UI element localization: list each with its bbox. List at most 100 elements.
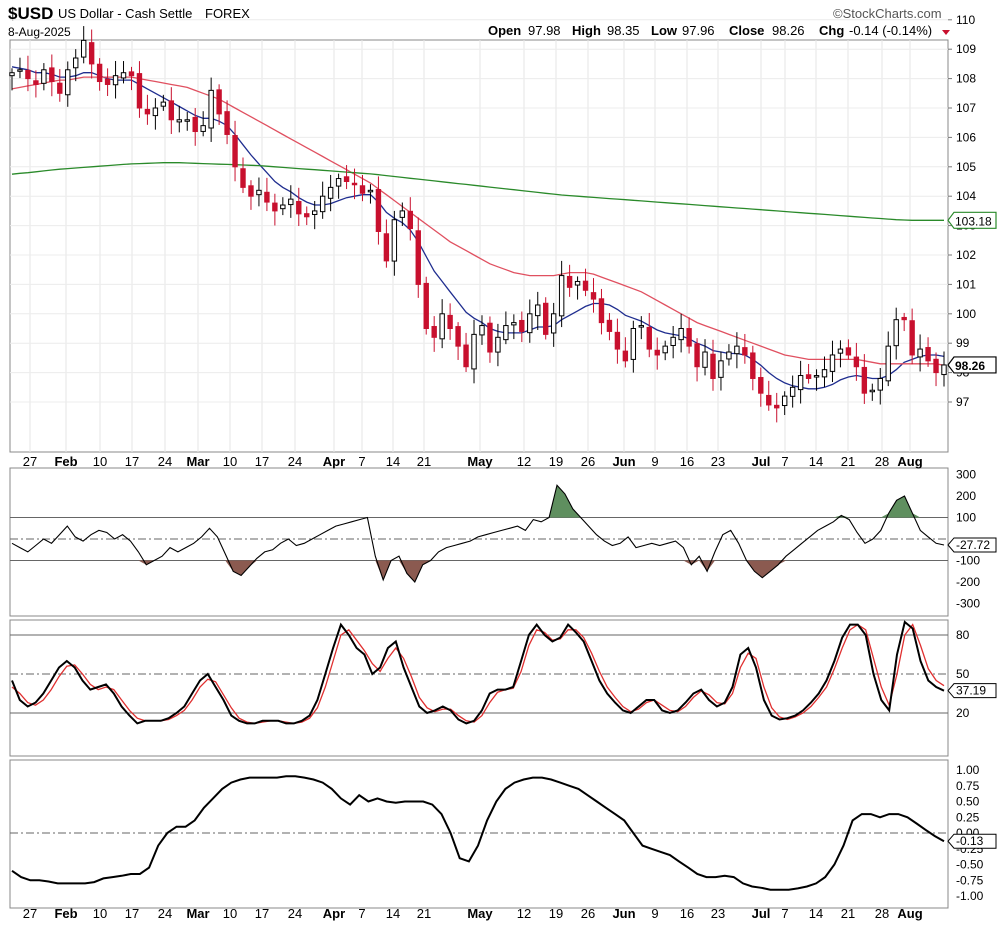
- xaxis-top-label-16: 26: [581, 454, 595, 469]
- candle-body-9: [80, 39, 87, 58]
- candle-body-30: [248, 185, 254, 197]
- candle-body-19: [160, 101, 167, 107]
- candle-body-41: [335, 178, 342, 187]
- candle-body-4: [41, 69, 47, 84]
- candle-body-107: [861, 366, 868, 394]
- high-value: 98.35: [607, 23, 640, 38]
- candle-body-89: [718, 360, 724, 378]
- corr-tick-label-0.50: 0.50: [956, 795, 980, 809]
- candle-body-113: [909, 320, 915, 356]
- ohlc-summary: Open 97.98 High 98.35 Low 97.96 Close 98…: [488, 23, 950, 38]
- chg-label: Chg: [819, 23, 844, 38]
- candle-body-1: [17, 69, 23, 72]
- stoch-tick-label-80: 80: [956, 628, 970, 642]
- candle-body-31: [256, 189, 262, 196]
- candle-body-78: [630, 328, 637, 360]
- candle-body-98: [789, 386, 796, 397]
- last-value-tag-1: [947, 211, 997, 229]
- candle-body-82: [662, 345, 668, 354]
- candle-body-16: [136, 73, 143, 109]
- candle-body-48: [391, 219, 398, 262]
- candle-body-66: [535, 304, 541, 317]
- candle-body-46: [375, 189, 382, 232]
- candle-body-73: [590, 292, 597, 300]
- candle-body-83: [670, 336, 676, 347]
- corr-tick-label--0.75: -0.75: [956, 873, 984, 887]
- xaxis-bottom-label-23: 14: [809, 906, 823, 921]
- price-tick-label-100: 100: [956, 307, 976, 321]
- xaxis-top-label-2: 10: [93, 454, 107, 469]
- xaxis-bottom-label-24: 21: [841, 906, 855, 921]
- candle-body-57: [463, 344, 469, 368]
- candle-body-67: [543, 302, 549, 335]
- candle-body-76: [614, 331, 621, 350]
- cci-tick-label-300: 300: [956, 468, 976, 482]
- candle-body-0: [9, 72, 15, 77]
- cci-panel-frame: [9, 467, 949, 617]
- xaxis-top-label-22: 7: [781, 454, 788, 469]
- candle-body-13: [112, 75, 119, 86]
- candle-body-24: [200, 125, 206, 132]
- stochastic-panel: 80 50 20 37.19: [10, 620, 997, 725]
- candle-body-44: [359, 185, 366, 194]
- xaxis-bottom-label-22: 7: [781, 906, 788, 921]
- corr-tick-label-1.00: 1.00: [956, 763, 980, 777]
- symbol: $USD: [8, 4, 53, 23]
- xaxis-top-label-17: Jun: [612, 454, 635, 469]
- chg-value: -0.14 (-0.14%): [849, 23, 932, 38]
- xaxis-top-label-25: 28: [875, 454, 889, 469]
- stoch-line-pct-K: [11, 620, 945, 725]
- xaxis-bottom-label-14: 12: [517, 906, 531, 921]
- candle-body-29: [240, 168, 246, 188]
- candle-body-68: [550, 313, 557, 334]
- candle-body-17: [144, 108, 151, 115]
- candle-body-39: [319, 195, 326, 213]
- candle-body-15: [128, 71, 135, 77]
- xaxis-top-label-21: Jul: [752, 454, 771, 469]
- stoch-last-label: 37.19: [956, 684, 986, 698]
- xaxis-top-label-18: 9: [651, 454, 658, 469]
- candle-body-49: [399, 210, 406, 218]
- xaxis-top-label-12: 21: [417, 454, 431, 469]
- candle-body-37: [304, 213, 310, 218]
- candle-body-2: [25, 69, 31, 80]
- candle-body-56: [455, 326, 461, 347]
- candle-body-60: [487, 322, 493, 353]
- candle-body-91: [734, 345, 740, 355]
- candle-body-69: [558, 275, 565, 317]
- candle-body-71: [574, 280, 581, 286]
- corr-last-label: -0.13: [956, 834, 984, 848]
- down-arrow-icon: [942, 30, 950, 35]
- candle-body-85: [686, 328, 692, 347]
- xaxis-top-label-6: 10: [223, 454, 237, 469]
- close-label: Close: [729, 23, 764, 38]
- corr-line: [11, 775, 945, 891]
- candle-body-80: [646, 326, 652, 350]
- price-tick-label-99: 99: [956, 336, 970, 350]
- xaxis-bottom-label-1: Feb: [54, 906, 77, 921]
- xaxis-top-label-15: 19: [549, 454, 563, 469]
- xaxis-top-label-13: May: [467, 454, 493, 469]
- candles: [9, 26, 947, 423]
- x-axis-top: 27 Feb 10 17 24 Mar 10 17 24 Apr 7 14 21 May 12 19 26 Jun…: [23, 454, 923, 469]
- candle-body-6: [57, 82, 63, 94]
- candle-body-27: [224, 111, 230, 135]
- price-tick-label-108: 108: [956, 72, 976, 86]
- candle-body-65: [527, 313, 533, 334]
- instrument-name: US Dollar - Cash Settle: [58, 6, 192, 21]
- exchange: FOREX: [205, 6, 250, 21]
- corr-tick-label--1.00: -1.00: [956, 889, 984, 903]
- stoch-line-pct-D: [11, 623, 945, 725]
- candle-body-40: [327, 186, 334, 199]
- candle-body-32: [264, 191, 270, 203]
- price-tick-label-104: 104: [956, 189, 976, 203]
- xaxis-bottom-label-19: 16: [680, 906, 694, 921]
- xaxis-top-label-8: 24: [288, 454, 302, 469]
- xaxis-bottom-label-21: Jul: [752, 906, 771, 921]
- price-grid: [10, 19, 948, 452]
- xaxis-top-label-24: 21: [841, 454, 855, 469]
- xaxis-top-label-9: Apr: [323, 454, 345, 469]
- xaxis-bottom-label-20: 23: [711, 906, 725, 921]
- xaxis-top-label-10: 7: [358, 454, 365, 469]
